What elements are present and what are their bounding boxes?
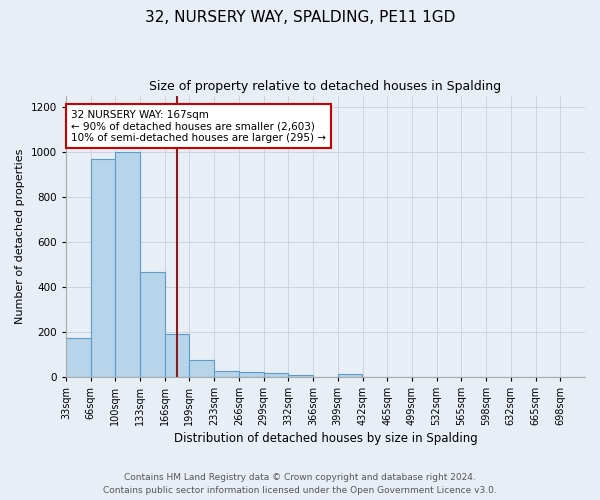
Bar (239, 372, 263, 376)
Bar (338, 374, 362, 376)
Text: 32, NURSERY WAY, SPALDING, PE11 1GD: 32, NURSERY WAY, SPALDING, PE11 1GD (145, 10, 455, 25)
Bar (140, 272, 165, 376)
Text: Contains HM Land Registry data © Crown copyright and database right 2024.
Contai: Contains HM Land Registry data © Crown c… (103, 474, 497, 495)
Text: 32 NURSERY WAY: 167sqm
← 90% of detached houses are smaller (2,603)
10% of semi-: 32 NURSERY WAY: 167sqm ← 90% of detached… (71, 110, 326, 143)
Bar (214, 371, 239, 376)
Title: Size of property relative to detached houses in Spalding: Size of property relative to detached ho… (149, 80, 502, 93)
Bar (289, 375, 313, 376)
Bar (91, 158, 115, 376)
Bar (66, 338, 91, 376)
Bar (115, 152, 140, 376)
Bar (190, 360, 214, 376)
Bar (263, 374, 289, 376)
Y-axis label: Number of detached properties: Number of detached properties (15, 148, 25, 324)
Bar (165, 334, 190, 376)
X-axis label: Distribution of detached houses by size in Spalding: Distribution of detached houses by size … (173, 432, 477, 445)
